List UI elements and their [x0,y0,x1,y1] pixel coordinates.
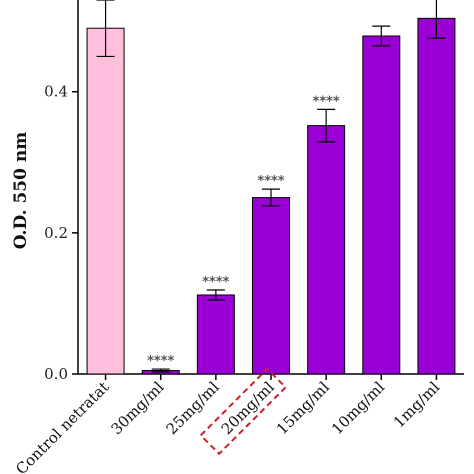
y-tick-label: 0.4 [44,83,68,101]
category-label: 30mg/ml [107,378,167,438]
bar [86,27,125,375]
y-tick-label: 0.2 [44,224,68,242]
significance-marker: **** [257,174,284,189]
bar [196,294,235,375]
bars [86,17,456,375]
error-bars [96,0,446,373]
category-label: 1mg/ml [390,378,443,431]
y-tick-label: 0.0 [44,365,68,383]
significance-marker: **** [313,94,340,109]
bar [252,197,290,375]
category-label: 20mg/ml [218,378,278,438]
y-axis-label: O.D. 550 nm [11,132,31,249]
significance-marker: **** [202,275,229,290]
significance-markers: **** **** **** **** [147,94,340,369]
significance-marker: **** [147,354,174,369]
category-label: Control netratat [12,378,112,474]
category-label: 10mg/ml [328,378,388,438]
category-labels: Control netratat30mg/ml25mg/ml20mg/ml15m… [12,367,443,474]
category-label: 25mg/ml [163,378,223,438]
bar [307,125,346,375]
bar [362,35,401,375]
category-label: 15mg/ml [273,378,333,438]
bar [417,17,456,375]
